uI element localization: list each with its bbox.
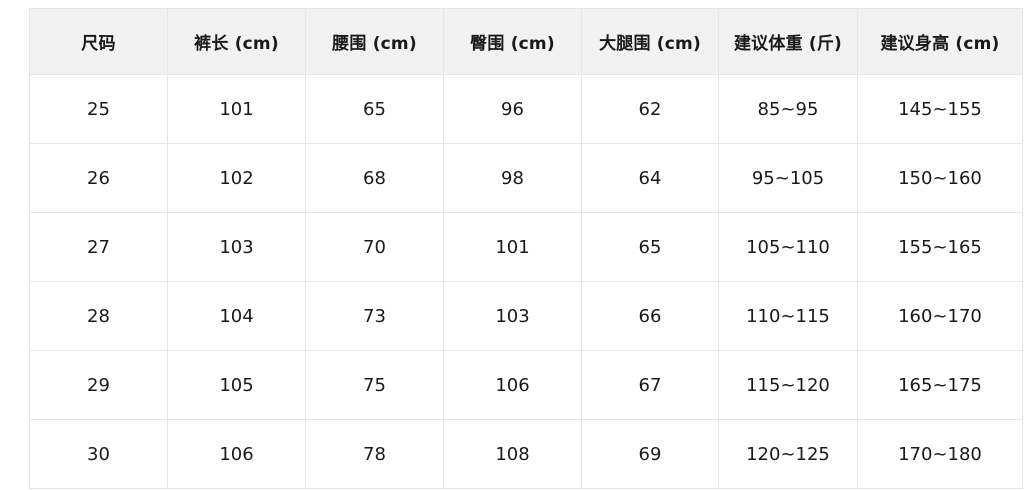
column-header-height: 建议身高 (cm) xyxy=(857,8,1023,75)
column-header-waist: 腰围 (cm) xyxy=(305,8,444,75)
size-chart-table: 尺码 裤长 (cm) 腰围 (cm) 臀围 (cm) 大腿围 (cm) 建议体重… xyxy=(29,8,1023,489)
cell-height: 165~175 xyxy=(857,350,1023,420)
cell-weight: 110~115 xyxy=(718,281,858,351)
cell-waist: 75 xyxy=(305,350,444,420)
cell-weight: 120~125 xyxy=(718,419,858,489)
cell-size: 27 xyxy=(29,212,168,282)
cell-weight: 115~120 xyxy=(718,350,858,420)
cell-waist: 70 xyxy=(305,212,444,282)
table-row: 27 103 70 101 65 105~110 155~165 xyxy=(29,212,1023,282)
cell-size: 25 xyxy=(29,74,168,144)
cell-height: 160~170 xyxy=(857,281,1023,351)
cell-length: 104 xyxy=(167,281,306,351)
cell-waist: 65 xyxy=(305,74,444,144)
header-row: 尺码 裤长 (cm) 腰围 (cm) 臀围 (cm) 大腿围 (cm) 建议体重… xyxy=(29,8,1023,75)
cell-thigh: 67 xyxy=(581,350,719,420)
cell-height: 145~155 xyxy=(857,74,1023,144)
cell-hip: 106 xyxy=(443,350,582,420)
cell-hip: 101 xyxy=(443,212,582,282)
cell-weight: 95~105 xyxy=(718,143,858,213)
table-row: 29 105 75 106 67 115~120 165~175 xyxy=(29,350,1023,420)
cell-size: 26 xyxy=(29,143,168,213)
cell-waist: 68 xyxy=(305,143,444,213)
cell-thigh: 65 xyxy=(581,212,719,282)
cell-length: 105 xyxy=(167,350,306,420)
cell-waist: 78 xyxy=(305,419,444,489)
cell-height: 150~160 xyxy=(857,143,1023,213)
cell-hip: 96 xyxy=(443,74,582,144)
table-row: 25 101 65 96 62 85~95 145~155 xyxy=(29,74,1023,144)
column-header-hip: 臀围 (cm) xyxy=(443,8,582,75)
cell-thigh: 64 xyxy=(581,143,719,213)
cell-length: 102 xyxy=(167,143,306,213)
cell-weight: 105~110 xyxy=(718,212,858,282)
cell-length: 106 xyxy=(167,419,306,489)
cell-thigh: 69 xyxy=(581,419,719,489)
cell-size: 30 xyxy=(29,419,168,489)
cell-size: 29 xyxy=(29,350,168,420)
column-header-weight: 建议体重 (斤) xyxy=(718,8,858,75)
cell-height: 155~165 xyxy=(857,212,1023,282)
column-header-size: 尺码 xyxy=(29,8,168,75)
cell-hip: 103 xyxy=(443,281,582,351)
cell-size: 28 xyxy=(29,281,168,351)
cell-length: 101 xyxy=(167,74,306,144)
table-row: 30 106 78 108 69 120~125 170~180 xyxy=(29,419,1023,489)
cell-thigh: 62 xyxy=(581,74,719,144)
cell-weight: 85~95 xyxy=(718,74,858,144)
size-chart-container: 尺码 裤长 (cm) 腰围 (cm) 臀围 (cm) 大腿围 (cm) 建议体重… xyxy=(29,8,1023,489)
column-header-thigh: 大腿围 (cm) xyxy=(581,8,719,75)
cell-hip: 108 xyxy=(443,419,582,489)
cell-waist: 73 xyxy=(305,281,444,351)
cell-thigh: 66 xyxy=(581,281,719,351)
column-header-pants-length: 裤长 (cm) xyxy=(167,8,306,75)
table-row: 28 104 73 103 66 110~115 160~170 xyxy=(29,281,1023,351)
cell-length: 103 xyxy=(167,212,306,282)
table-row: 26 102 68 98 64 95~105 150~160 xyxy=(29,143,1023,213)
cell-hip: 98 xyxy=(443,143,582,213)
cell-height: 170~180 xyxy=(857,419,1023,489)
